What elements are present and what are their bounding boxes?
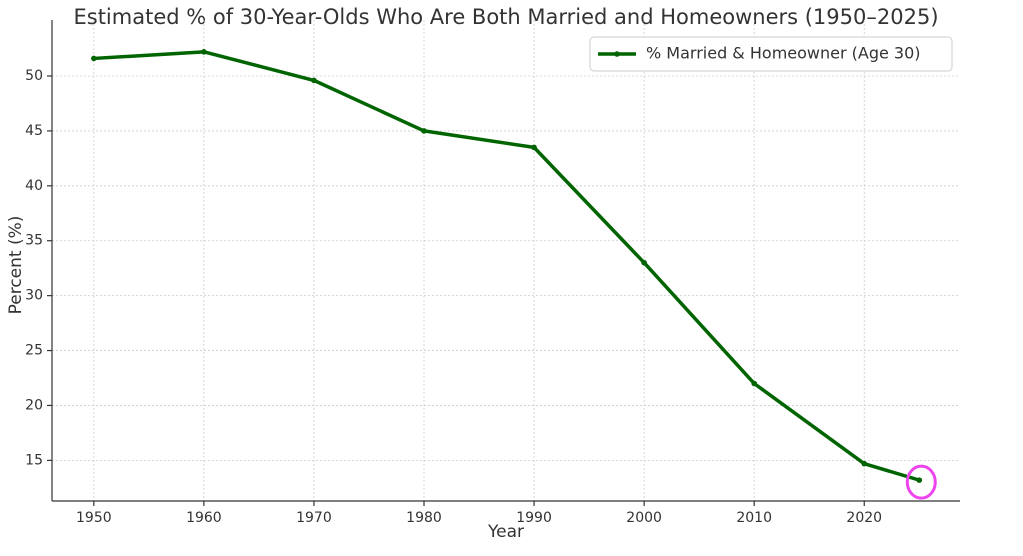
data-point <box>201 49 207 55</box>
legend: % Married & Homeowner (Age 30) <box>589 36 953 72</box>
x-tick-label: 1970 <box>296 510 332 526</box>
legend-marker <box>614 51 620 57</box>
highlight-circle <box>905 464 937 500</box>
y-tick-label: 35 <box>25 233 43 249</box>
y-tick-label: 25 <box>25 343 43 359</box>
x-tick-label: 2020 <box>846 510 882 526</box>
y-tick-label: 40 <box>25 178 43 194</box>
y-tick-label: 30 <box>25 288 43 304</box>
x-tick-label: 1950 <box>76 510 112 526</box>
y-axis-label: Percent (%) <box>6 216 26 315</box>
x-tick-label: 1980 <box>406 510 442 526</box>
y-tick-label: 20 <box>25 397 43 413</box>
data-point <box>91 55 97 62</box>
x-tick-label: 1990 <box>516 510 552 526</box>
data-point <box>861 460 868 467</box>
data-point <box>531 144 537 151</box>
chart-title: Estimated % of 30-Year-Olds Who Are Both… <box>73 5 938 29</box>
x-tick-label: 2000 <box>626 510 662 526</box>
x-tick-label: 2010 <box>736 510 772 526</box>
data-point <box>421 128 427 134</box>
y-tick-label: 15 <box>25 452 43 468</box>
data-point <box>751 380 757 387</box>
data-point <box>641 259 647 266</box>
legend-label: % Married & Homeowner (Age 30) <box>646 44 921 63</box>
x-axis-label: Year <box>487 522 524 542</box>
y-tick-label: 45 <box>25 123 43 139</box>
data-point <box>311 77 317 84</box>
data-line <box>93 50 920 482</box>
legend-box <box>589 36 953 72</box>
data-point <box>916 477 923 483</box>
y-tick-label: 50 <box>25 68 43 84</box>
x-tick-label: 1960 <box>186 510 222 526</box>
